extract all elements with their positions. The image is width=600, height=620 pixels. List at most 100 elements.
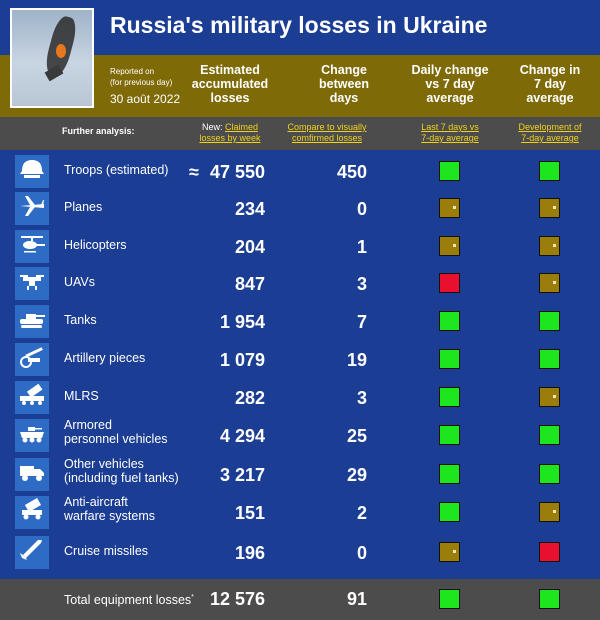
row-change: 25 — [346, 426, 367, 446]
total-row: Total equipment losses* 12 576 91 — [0, 579, 600, 620]
total-change: 91 — [346, 589, 367, 609]
drone-icon-box — [15, 267, 49, 300]
tank-icon — [18, 307, 46, 336]
week-change-indicator — [539, 161, 560, 181]
row-label: Armored personnel vehicles — [64, 418, 168, 446]
row-total: 196 — [234, 543, 265, 563]
row-change: 2 — [356, 503, 367, 523]
row-label-line-2: (including fuel tanks) — [64, 471, 179, 485]
artillery-icon — [18, 345, 46, 374]
row-label: Tanks — [64, 313, 97, 327]
row-label-line-1: UAVs — [64, 275, 96, 289]
link-claimed-losses-by-week[interactable]: New: Claimed losses by week — [190, 122, 270, 144]
row-change: 0 — [356, 543, 367, 563]
link-development-7-day[interactable]: Development of 7-day average — [510, 122, 590, 144]
table-row: Artillery pieces 1 079 19 — [0, 342, 600, 378]
missile-icon — [18, 538, 46, 567]
header-line: losses — [210, 91, 250, 105]
daily-change-indicator — [439, 198, 460, 218]
week-change-indicator — [539, 542, 560, 562]
row-change: 450 — [336, 162, 367, 182]
helicopter-icon-box — [15, 230, 49, 263]
mlrs-icon-box — [15, 381, 49, 414]
row-change: 7 — [356, 312, 367, 332]
artillery-icon-box — [15, 343, 49, 376]
row-label-line-1: Helicopters — [64, 238, 127, 252]
header-line: accumulated — [191, 77, 269, 91]
column-header-change: Change between days — [294, 63, 394, 105]
week-change-indicator — [539, 387, 560, 407]
link-text[interactable]: 7-day average — [521, 133, 579, 143]
link-text[interactable]: Claimed — [225, 122, 259, 132]
column-header-band — [0, 55, 600, 117]
header-line: average — [526, 91, 574, 105]
row-total: 204 — [234, 237, 265, 257]
row-label-line-1: Armored — [64, 418, 112, 432]
helmet-icon-box — [15, 155, 49, 188]
row-label-line-1: Troops (estimated) — [64, 163, 169, 177]
row-change: 29 — [346, 465, 367, 485]
missile-icon-box — [15, 536, 49, 569]
row-total: 282 — [234, 388, 265, 408]
link-text[interactable]: losses by week — [199, 133, 261, 143]
truck-icon-box — [15, 458, 49, 491]
link-text[interactable]: 7-day average — [421, 133, 479, 143]
link-text[interactable]: Last 7 days vs — [421, 122, 479, 132]
row-total: 1 079 — [219, 350, 265, 370]
fire-flare — [56, 44, 66, 58]
header-line: Estimated — [200, 63, 260, 77]
tank-icon-box — [15, 305, 49, 338]
row-label-line-1: Tanks — [64, 313, 97, 327]
row-label: Artillery pieces — [64, 351, 145, 365]
row-label-line-2: warfare systems — [64, 509, 155, 523]
header-line: Change — [321, 63, 367, 77]
week-change-indicator — [539, 464, 560, 484]
table-row: Troops (estimated) ≈47 550 450 — [0, 154, 600, 190]
week-change-indicator — [539, 273, 560, 293]
header-line: 7 day — [534, 77, 566, 91]
drone-icon — [18, 269, 46, 298]
table-row: Tanks 1 954 7 — [0, 304, 600, 340]
link-text[interactable]: Compare to visually — [287, 122, 367, 132]
daily-change-indicator — [439, 349, 460, 369]
row-total: 47 550 — [209, 162, 265, 182]
row-label: MLRS — [64, 389, 99, 403]
header-line: average — [426, 91, 474, 105]
row-label-line-1: Anti-aircraft — [64, 495, 128, 509]
table-row: Armored personnel vehicles 4 294 25 — [0, 418, 600, 454]
row-label-line-1: Artillery pieces — [64, 351, 146, 365]
approx-symbol: ≈ — [189, 162, 199, 182]
row-total: 234 — [234, 199, 265, 219]
week-change-indicator — [539, 502, 560, 522]
header-bar — [0, 0, 600, 55]
week-change-indicator — [539, 349, 560, 369]
report-date: 30 août 2022 — [110, 92, 181, 106]
reported-line-2: (for previous day) — [110, 78, 173, 87]
row-label: UAVs — [64, 275, 95, 289]
plane-icon-box — [15, 192, 49, 225]
row-total: 1 954 — [219, 312, 265, 332]
truck-icon — [18, 460, 46, 489]
row-label-line-1: MLRS — [64, 389, 99, 403]
row-label-line-1: Planes — [64, 200, 103, 214]
row-label: Anti-aircraft warfare systems — [64, 495, 155, 523]
apc-icon — [18, 421, 46, 450]
row-total: 847 — [234, 274, 265, 294]
table-row: MLRS 282 3 — [0, 380, 600, 416]
table-row: Helicopters 204 1 — [0, 229, 600, 265]
link-text[interactable]: comfirmed losses — [291, 133, 363, 143]
link-text[interactable]: Development of — [518, 122, 582, 132]
total-daily-indicator — [439, 589, 460, 609]
week-change-indicator — [539, 198, 560, 218]
header-line: Daily change — [411, 63, 489, 77]
row-total: 3 217 — [219, 465, 265, 485]
daily-change-indicator — [439, 161, 460, 181]
week-change-indicator — [539, 236, 560, 256]
row-total: 4 294 — [219, 426, 265, 446]
row-label: Planes — [64, 200, 102, 214]
row-label: Helicopters — [64, 238, 127, 252]
row-change: 0 — [356, 199, 367, 219]
link-compare-confirmed-losses[interactable]: Compare to visually comfirmed losses — [280, 122, 374, 144]
header-line: days — [329, 91, 359, 105]
link-last-7-days[interactable]: Last 7 days vs 7-day average — [410, 122, 490, 144]
